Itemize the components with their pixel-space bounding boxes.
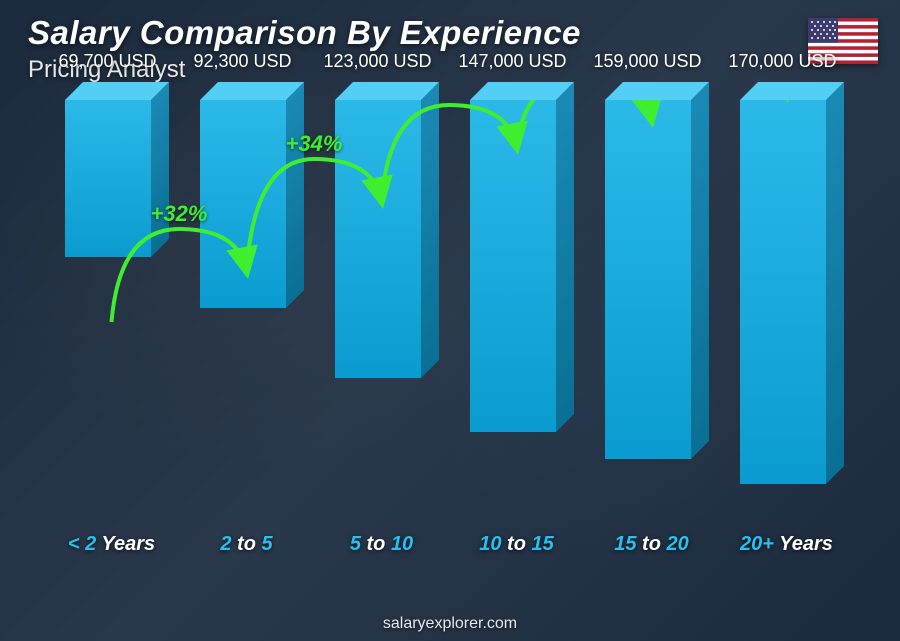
bar-column: 159,000 USD xyxy=(580,100,715,529)
bar-top xyxy=(470,82,574,100)
x-axis-labels: < 2 Years2 to 55 to 1010 to 1515 to 2020… xyxy=(40,533,850,571)
bar-front xyxy=(740,100,826,484)
bar: 123,000 USD xyxy=(335,100,421,378)
x-axis-label: 15 to 20 xyxy=(580,533,715,571)
bar: 69,700 USD xyxy=(65,100,151,257)
bar-front xyxy=(605,100,691,459)
bar-chart: 69,700 USD 92,300 USD 123,000 USD 147,000 U… xyxy=(40,100,850,571)
x-axis-label: < 2 Years xyxy=(40,533,175,571)
footer-attribution: salaryexplorer.com xyxy=(0,615,900,633)
bar-top xyxy=(65,82,169,100)
x-axis-label: 10 to 15 xyxy=(445,533,580,571)
bar-top xyxy=(740,82,844,100)
bar: 147,000 USD xyxy=(470,100,556,432)
bar: 92,300 USD xyxy=(200,100,286,308)
x-axis-label: 20+ Years xyxy=(715,533,850,571)
bar: 170,000 USD xyxy=(740,100,826,484)
bar-side xyxy=(286,82,304,308)
bar-front xyxy=(200,100,286,308)
bar-column: 92,300 USD xyxy=(175,100,310,529)
page-title: Salary Comparison By Experience xyxy=(28,14,581,52)
bar-top xyxy=(605,82,709,100)
bar-top xyxy=(200,82,304,100)
bar-column: 69,700 USD xyxy=(40,100,175,529)
bar-column: 170,000 USD xyxy=(715,100,850,529)
bar-side xyxy=(151,82,169,257)
bar-front xyxy=(335,100,421,378)
bar-side xyxy=(556,82,574,432)
bar-column: 123,000 USD xyxy=(310,100,445,529)
bar: 159,000 USD xyxy=(605,100,691,459)
bars-container: 69,700 USD 92,300 USD 123,000 USD 147,000 U… xyxy=(40,100,850,529)
x-axis-label: 5 to 10 xyxy=(310,533,445,571)
bar-front xyxy=(65,100,151,257)
x-axis-label: 2 to 5 xyxy=(175,533,310,571)
bar-side xyxy=(826,82,844,484)
bar-side xyxy=(691,82,709,459)
infographic-stage: Salary Comparison By Experience Pricing … xyxy=(0,0,900,641)
bar-front xyxy=(470,100,556,432)
bar-side xyxy=(421,82,439,378)
bar-top xyxy=(335,82,439,100)
bar-value-label: 170,000 USD xyxy=(703,51,863,72)
bar-column: 147,000 USD xyxy=(445,100,580,529)
